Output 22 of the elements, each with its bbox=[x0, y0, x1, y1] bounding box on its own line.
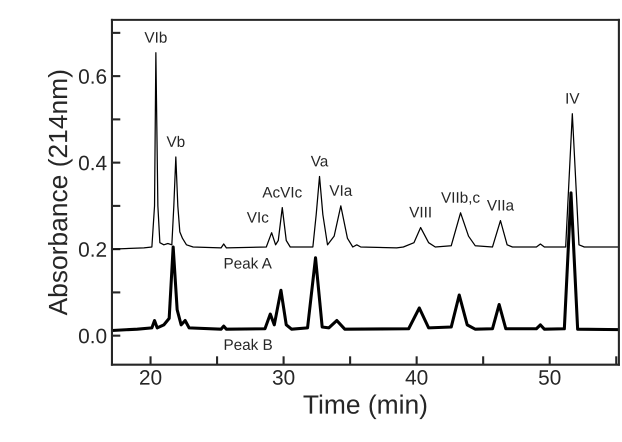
annotation: IV bbox=[566, 93, 580, 104]
x-tick-label: 20 bbox=[140, 370, 162, 385]
annotation: VIIa bbox=[486, 200, 514, 211]
x-tick-label: 50 bbox=[538, 370, 560, 385]
series-label: Peak A bbox=[224, 257, 272, 269]
series-label: Peak B bbox=[224, 338, 272, 350]
y-tick-label: 0.6 bbox=[78, 69, 106, 84]
annotation: VIb bbox=[144, 32, 167, 43]
y-tick-label: 0.0 bbox=[78, 328, 106, 344]
y-axis-title: Absorbance (214nm) bbox=[48, 70, 73, 316]
y-tick-label: 0.2 bbox=[78, 242, 106, 257]
annotation: Vb bbox=[166, 136, 185, 148]
x-tick-label: 40 bbox=[406, 370, 428, 385]
annotation: VIa bbox=[329, 185, 352, 196]
x-tick-label: 30 bbox=[272, 370, 294, 385]
annotation: VIII bbox=[409, 206, 431, 218]
y-tick-label: 0.4 bbox=[78, 156, 106, 170]
x-axis-title: Time (min) bbox=[303, 394, 426, 420]
annotation: AcVIc bbox=[262, 187, 302, 198]
annotation: VIIb,c bbox=[441, 192, 480, 205]
annotation: Va bbox=[310, 156, 328, 167]
annotation: VIc bbox=[246, 212, 268, 223]
